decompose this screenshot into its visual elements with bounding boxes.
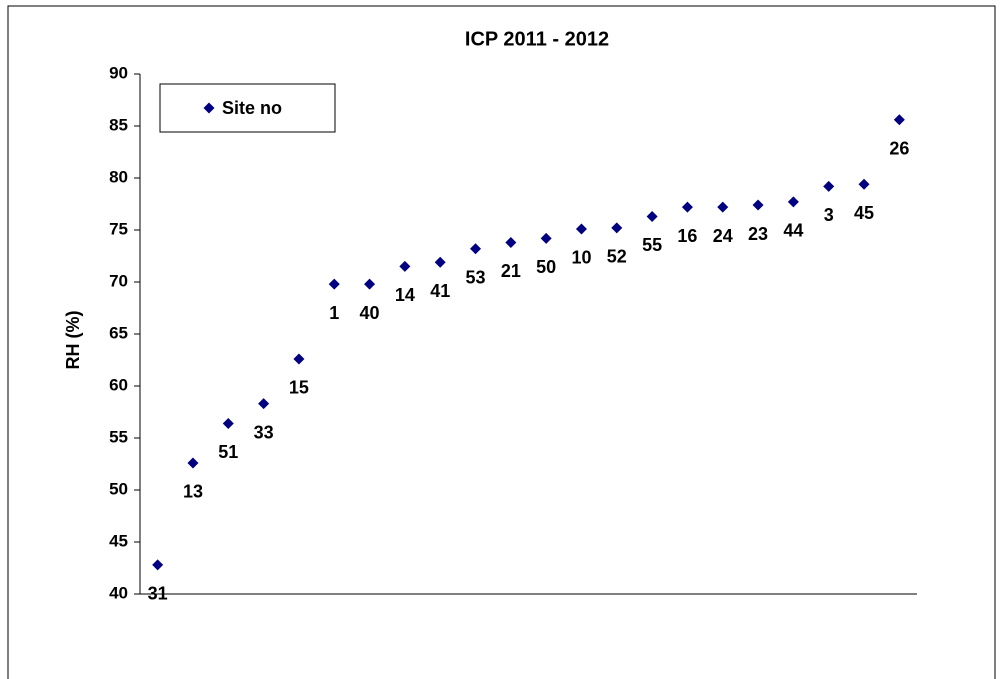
point [575,223,587,235]
data-label: 31 [148,584,168,604]
y-tick-label: 75 [109,219,128,238]
point [540,232,552,244]
point [258,398,270,410]
data-label: 3 [824,205,834,225]
point [187,457,199,469]
y-tick-label: 60 [109,375,128,394]
point [646,210,658,222]
y-tick-label: 50 [109,479,128,498]
y-tick-label: 45 [109,531,128,550]
y-tick-label: 85 [109,115,128,134]
point [823,180,835,192]
data-label: 16 [677,226,697,246]
point [611,222,623,234]
data-label: 24 [713,226,733,246]
data-label: 52 [607,247,627,267]
point [717,201,729,213]
data-label: 50 [536,257,556,277]
data-label: 15 [289,378,309,398]
data-label: 14 [395,285,415,305]
point [787,196,799,208]
data-label: 53 [466,267,486,287]
point [470,243,482,255]
y-tick-label: 70 [109,271,128,290]
y-tick-label: 40 [109,583,128,602]
point [293,353,305,365]
y-tick-label: 80 [109,167,128,186]
y-tick-label: 90 [109,63,128,82]
point [434,256,446,268]
point [399,260,411,272]
data-label: 10 [571,248,591,268]
data-label: 55 [642,235,662,255]
data-label: 13 [183,482,203,502]
data-label: 26 [889,139,909,159]
legend-label: Site no [222,98,282,118]
point [222,417,234,429]
chart-border [7,5,996,679]
point [152,559,164,571]
legend-box [159,83,336,133]
data-label: 40 [360,303,380,323]
point [681,201,693,213]
point [364,278,376,290]
data-label: 45 [854,203,874,223]
data-label: 1 [329,303,339,323]
point [858,178,870,190]
point [893,114,905,126]
data-label: 33 [254,422,274,442]
point [505,236,517,248]
data-label: 44 [783,221,803,241]
y-tick-label: 55 [109,427,128,446]
point [752,199,764,211]
y-tick-label: 65 [109,323,128,342]
point [328,278,340,290]
data-label: 23 [748,224,768,244]
legend-marker [203,102,215,114]
data-label: 41 [430,281,450,301]
chart-title: ICP 2011 - 2012 [465,28,609,50]
data-label: 21 [501,261,521,281]
data-label: 51 [218,442,238,462]
y-axis-label: RH (%) [63,311,83,370]
